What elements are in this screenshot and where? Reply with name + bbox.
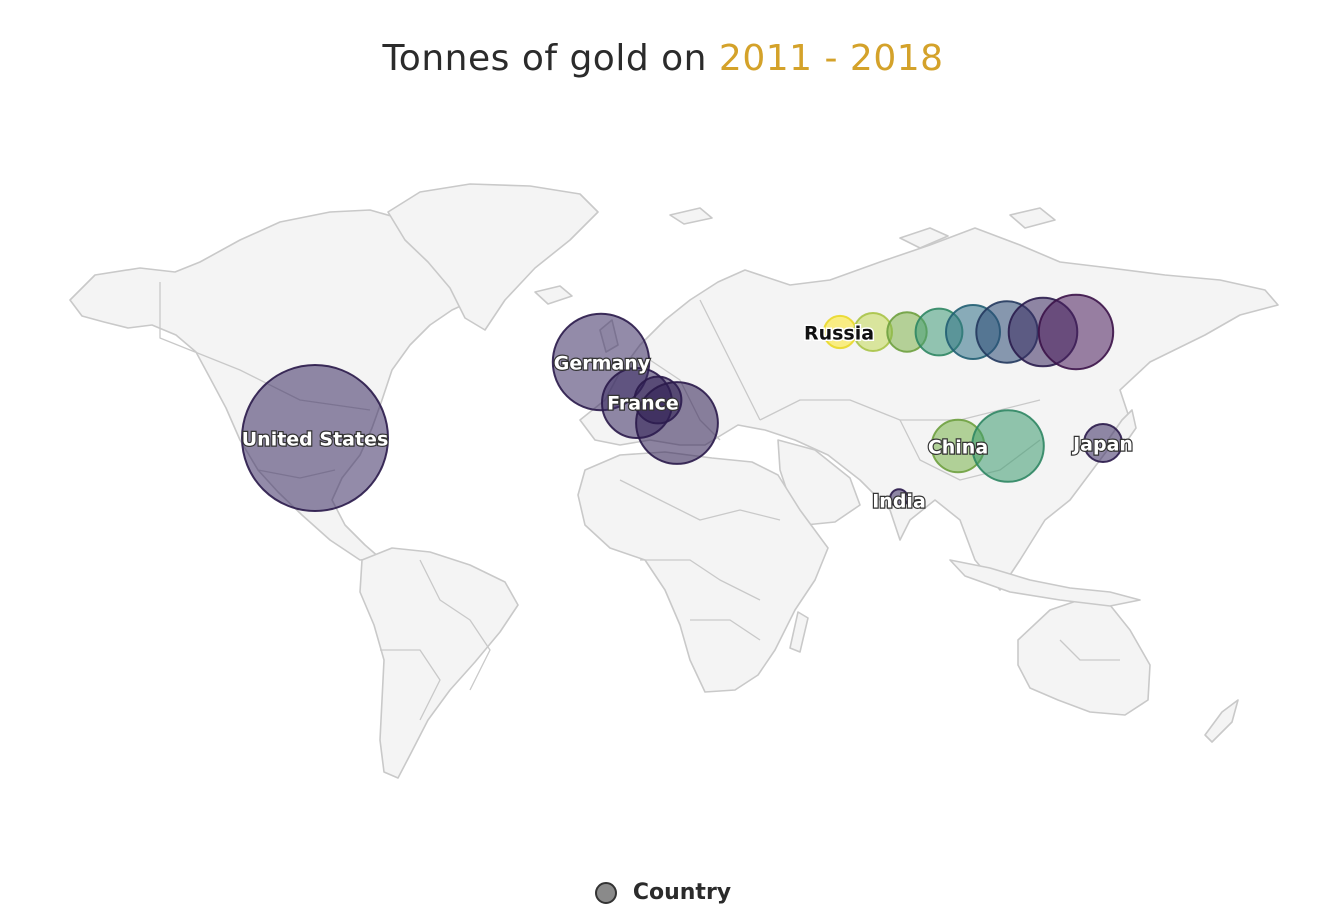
new-zealand-landmass	[1204, 699, 1239, 743]
label-japan: Japan	[1071, 434, 1133, 456]
iceland-landmass	[534, 285, 573, 305]
madagascar-landmass	[789, 611, 809, 653]
title-prefix: Tonnes of gold on	[382, 38, 719, 79]
bubble-united-states-1[interactable]	[241, 364, 389, 512]
label-india: India	[872, 491, 926, 513]
south-america-landmass	[359, 547, 519, 779]
label-russia: Russia	[804, 323, 874, 345]
legend[interactable]: Country	[0, 880, 1326, 905]
bubbles-layer	[241, 293, 1123, 512]
arabia-landmass	[777, 439, 861, 526]
title-highlight: 2011 - 2018	[718, 38, 944, 79]
legend-circle-icon	[594, 881, 617, 904]
chart-title: Tonnes of gold on 2011 - 2018	[0, 38, 1326, 79]
arctic-islands	[669, 207, 1056, 249]
label-germany: Germany	[554, 353, 651, 375]
greenland-landmass	[387, 183, 599, 331]
land-layer	[69, 183, 1279, 779]
labels-layer: United States Germany France Russia Chin…	[241, 321, 1135, 514]
bubble-russia-8[interactable]	[1037, 293, 1115, 371]
bubble-india-1[interactable]	[889, 488, 909, 508]
bubble-china-2[interactable]	[971, 409, 1045, 483]
indonesia-landmass	[949, 559, 1141, 607]
africa-landmass	[577, 451, 829, 693]
australia-landmass	[1017, 597, 1151, 716]
legend-label: Country	[632, 880, 732, 905]
label-china: China	[928, 437, 988, 459]
label-france: France	[607, 393, 679, 415]
bubble-japan-1[interactable]	[1083, 423, 1123, 463]
bubble-france-3[interactable]	[635, 381, 719, 465]
label-united-states: United States	[242, 429, 389, 451]
